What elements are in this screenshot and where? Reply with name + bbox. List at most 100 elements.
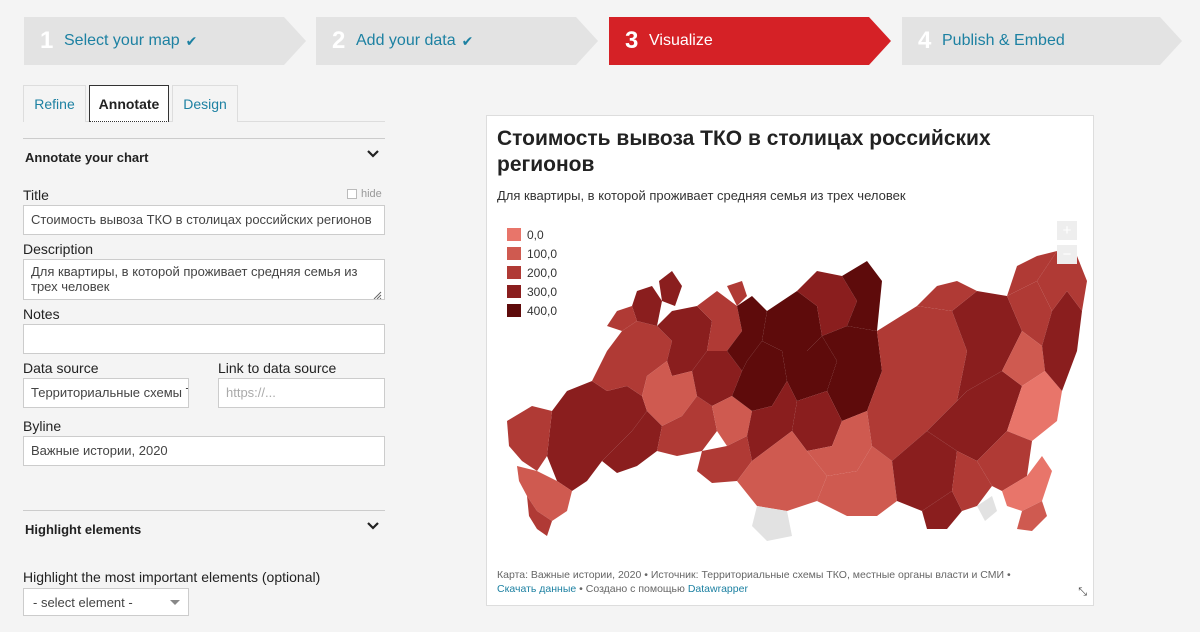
hide-label: hide xyxy=(361,188,382,200)
step-label: Publish & Embed xyxy=(942,32,1065,49)
map-region xyxy=(977,496,997,521)
step-number: 2 xyxy=(332,27,346,54)
download-data-link[interactable]: Скачать данные xyxy=(497,583,577,595)
section-title: Highlight elements xyxy=(25,522,142,537)
chevron-down-icon[interactable] xyxy=(367,148,379,160)
map-region xyxy=(657,306,712,376)
legend-item: 300,0 xyxy=(507,282,557,301)
map-region xyxy=(692,351,742,406)
step-label: Select your map xyxy=(64,32,180,49)
map-region xyxy=(1037,251,1087,311)
map-region xyxy=(1042,291,1082,391)
choropleth-map[interactable] xyxy=(497,211,1087,551)
legend-label: 200,0 xyxy=(527,265,558,280)
step-publish[interactable]: 4 Publish & Embed xyxy=(902,17,1182,65)
data-source-input[interactable]: Территориальные схемы ТКО, местные орган… xyxy=(23,378,189,408)
map-region xyxy=(747,381,797,461)
title-input[interactable]: Стоимость вывоза ТКО в столицах российск… xyxy=(23,205,385,235)
map-region xyxy=(732,341,787,411)
legend-swatch xyxy=(507,247,521,260)
chart-footer: Карта: Важные истории, 2020 • Источник: … xyxy=(497,568,1057,596)
step-number: 3 xyxy=(625,27,639,54)
map-region xyxy=(659,271,682,306)
byline-label: Byline xyxy=(23,418,62,434)
footer-made-with: • Создано с помощью xyxy=(576,583,688,595)
map-region xyxy=(607,306,637,331)
chart-subtitle: Для квартиры, в которой проживает средня… xyxy=(497,188,906,203)
map-region xyxy=(782,336,837,401)
map-region xyxy=(697,291,742,351)
map-region xyxy=(792,391,842,451)
map-region xyxy=(602,411,662,473)
zoom-out-button[interactable]: − xyxy=(1057,245,1077,264)
chevron-down-icon[interactable] xyxy=(367,520,379,532)
map-region xyxy=(517,466,572,521)
tab-design[interactable]: Design xyxy=(172,85,238,122)
chart-title: Стоимость вывоза ТКО в столицах российск… xyxy=(497,127,991,176)
map-region xyxy=(1007,371,1062,441)
data-source-label: Data source xyxy=(23,360,99,376)
tab-refine[interactable]: Refine xyxy=(23,85,86,122)
legend-label: 0,0 xyxy=(527,227,544,242)
step-label: Add your data xyxy=(356,32,456,49)
step-number: 4 xyxy=(918,27,932,54)
map-legend: 0,0 100,0 200,0 300,0 400,0 xyxy=(507,225,557,320)
sidebar-tabs: Refine Annotate Design xyxy=(23,85,385,122)
resize-icon[interactable]: ⤡ xyxy=(1078,586,1087,598)
map-region xyxy=(952,291,1022,401)
footer-credits: Карта: Важные истории, 2020 • Источник: … xyxy=(497,569,1011,581)
datawrapper-link[interactable]: Datawrapper xyxy=(687,583,748,595)
section-title: Annotate your chart xyxy=(25,150,149,165)
map-region xyxy=(892,431,957,511)
highlight-section-header[interactable]: Highlight elements xyxy=(23,510,385,550)
link-source-input[interactable]: https://... xyxy=(218,378,385,408)
map-region xyxy=(762,291,822,351)
hide-checkbox[interactable] xyxy=(347,189,357,199)
legend-item: 0,0 xyxy=(507,225,557,244)
legend-item: 400,0 xyxy=(507,301,557,320)
step-visualize[interactable]: 3 Visualize xyxy=(609,17,891,65)
step-select-map[interactable]: 1 Select your map ✔ xyxy=(24,17,306,65)
map-region xyxy=(867,306,967,461)
notes-input[interactable] xyxy=(23,324,385,354)
map-region xyxy=(927,371,1022,461)
map-region xyxy=(632,286,662,326)
tab-annotate[interactable]: Annotate xyxy=(89,85,169,122)
map-region xyxy=(1002,456,1052,511)
select-value: - select element - xyxy=(33,595,133,610)
highlight-label: Highlight the most important elements (o… xyxy=(23,569,321,585)
map-region xyxy=(727,281,747,306)
check-icon: ✔ xyxy=(185,32,198,49)
map-region xyxy=(547,381,647,491)
step-number: 1 xyxy=(40,27,54,54)
description-textarea[interactable]: Для квартиры, в которой проживает средня… xyxy=(23,259,385,300)
title-label: Title xyxy=(23,187,49,203)
map-region xyxy=(657,396,717,456)
legend-item: 100,0 xyxy=(507,244,557,263)
legend-item: 200,0 xyxy=(507,263,557,282)
annotate-section-header[interactable]: Annotate your chart xyxy=(23,138,385,178)
map-region xyxy=(527,496,552,536)
resize-grip-icon[interactable] xyxy=(373,288,382,299)
chart-preview: Стоимость вывоза ТКО в столицах российск… xyxy=(486,115,1094,606)
step-add-data[interactable]: 2 Add your data ✔ xyxy=(316,17,598,65)
description-text: Для квартиры, в которой проживает средня… xyxy=(31,264,358,294)
link-source-label: Link to data source xyxy=(218,360,337,376)
byline-input[interactable]: Важные истории, 2020 xyxy=(23,436,385,466)
map-region xyxy=(712,396,752,446)
map-region xyxy=(1017,501,1047,531)
map-region xyxy=(952,451,992,511)
hide-title-option[interactable]: hide xyxy=(347,188,382,200)
map-region xyxy=(807,411,872,476)
map-region xyxy=(592,321,672,396)
legend-swatch xyxy=(507,228,521,241)
zoom-in-button[interactable]: + xyxy=(1057,221,1077,240)
description-label: Description xyxy=(23,241,94,257)
highlight-select[interactable]: - select element - xyxy=(23,588,189,616)
legend-label: 300,0 xyxy=(527,284,558,299)
legend-label: 100,0 xyxy=(527,246,558,261)
step-label: Visualize xyxy=(649,32,713,49)
map-region xyxy=(922,491,962,529)
map-region xyxy=(752,506,792,541)
notes-label: Notes xyxy=(23,306,60,322)
